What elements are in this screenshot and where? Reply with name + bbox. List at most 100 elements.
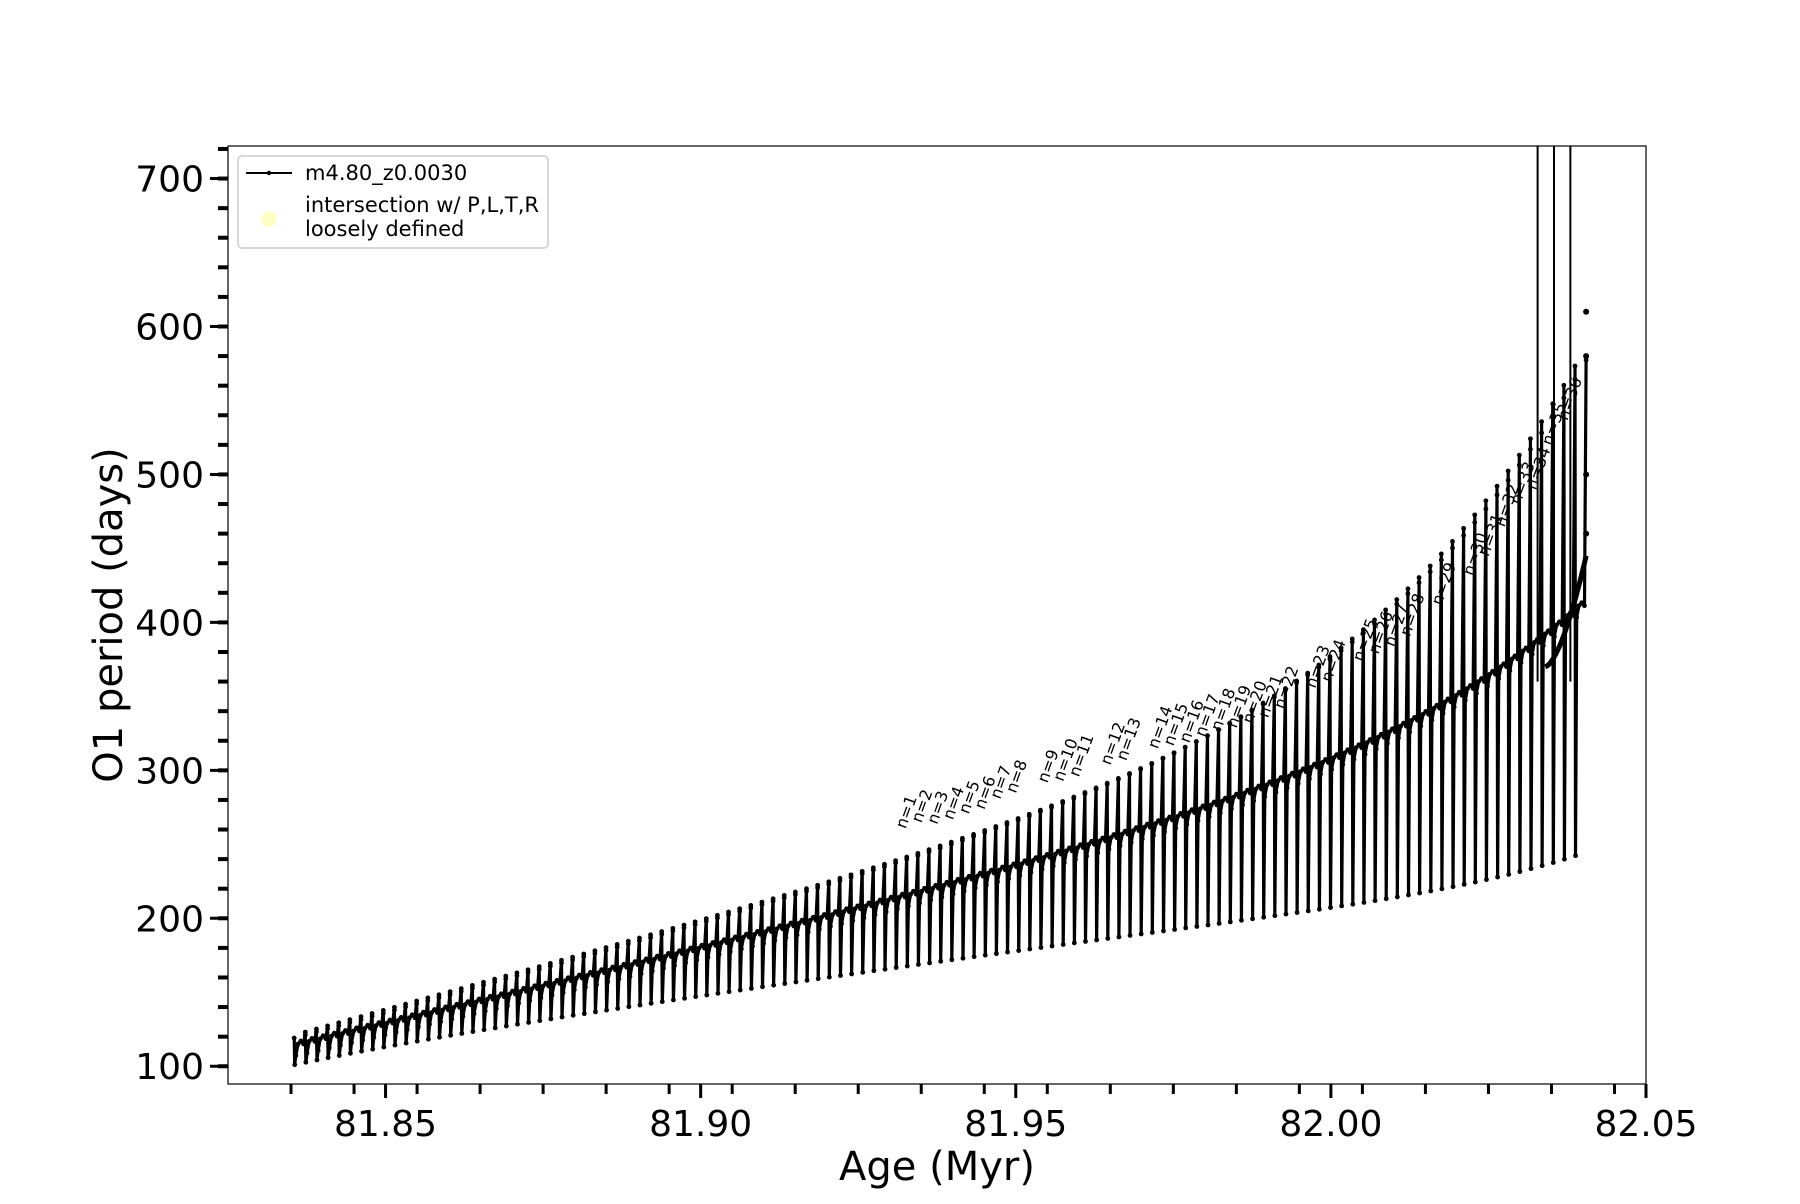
data-point [359,1048,364,1054]
data-point [538,995,544,1001]
data-point [1161,928,1166,934]
data-point [1227,919,1233,925]
data-point [1128,840,1134,845]
data-point [1426,711,1431,717]
data-point [471,1011,477,1017]
data-point [1073,857,1078,862]
data-point [492,979,498,985]
data-point [804,977,810,983]
data-point [1506,871,1512,877]
data-point [1383,611,1389,617]
x-tick-label: 82.00 [1279,1104,1382,1145]
data-point [345,1031,351,1036]
data-point [1461,881,1467,887]
data-point [481,982,486,988]
data-point [1539,863,1545,869]
legend-label: loosely defined [305,217,464,241]
data-point [1528,866,1534,872]
data-point [314,1057,320,1063]
data-point [469,985,475,991]
data-point [891,897,897,903]
final-point [1583,471,1590,478]
data-point [982,830,988,835]
data-point [423,1012,429,1018]
data-point [479,999,485,1005]
data-point [972,885,978,891]
data-point [816,926,822,932]
legend-label: m4.80_z0.0030 [305,161,467,186]
data-point [724,940,730,946]
data-point [1550,860,1556,865]
data-point [548,1016,554,1022]
data-point [559,960,564,966]
data-point [1392,729,1398,735]
data-point [1328,905,1333,910]
data-point [1483,506,1489,512]
x-axis-label: Age (Myr) [839,1144,1035,1190]
data-point [626,1004,632,1010]
data-point [1149,761,1155,767]
data-point [458,988,464,994]
y-tick-label: 200 [135,899,204,940]
data-point [1272,913,1278,919]
data-point [1384,741,1390,746]
data-point [1002,867,1008,873]
data-point [1440,711,1446,717]
legend-marker-dot [261,211,277,227]
data-point [1227,720,1233,726]
data-point [314,1029,319,1035]
data-point [1451,704,1457,710]
data-point [1472,879,1478,885]
data-point [682,995,687,1001]
data-point [1394,601,1400,607]
data-point [1359,745,1365,751]
data-point [848,874,854,880]
data-point [482,1008,488,1014]
data-point [659,999,665,1005]
data-point [536,966,542,972]
data-point [380,1010,386,1016]
data-point [334,1033,340,1039]
data-point [917,900,922,906]
data-point [1004,821,1010,827]
data-point [1373,746,1379,752]
data-point [894,906,900,912]
data-point [457,1004,462,1010]
data-point [826,974,832,980]
data-point [757,931,763,937]
data-point [404,1027,410,1033]
data-point [637,1002,643,1008]
data-point [1228,806,1234,812]
data-point [1151,833,1156,838]
data-point [1250,916,1255,922]
data-point [648,1000,654,1006]
data-point [1450,538,1455,544]
data-point [1582,603,1587,609]
data-point [1016,948,1022,953]
data-point [850,918,856,924]
data-point [1217,810,1223,816]
data-point [928,897,934,903]
series-line [292,360,1588,1067]
data-point [470,1029,476,1034]
data-point [1270,782,1276,788]
data-point [660,965,666,971]
data-point [1203,806,1209,812]
data-point [1127,771,1132,777]
data-point [1095,850,1101,856]
data-point [570,957,576,963]
data-point [1173,825,1179,831]
data-point [349,1040,354,1046]
data-point [915,853,921,858]
data-point [770,898,776,904]
data-point [492,1025,498,1031]
data-point [694,957,700,963]
data-point [1484,877,1489,882]
data-point [1518,660,1524,666]
data-point [481,1027,487,1033]
data-point [1259,786,1264,792]
data-point [904,963,910,969]
data-point [1236,794,1242,800]
data-point [438,1019,444,1025]
data-point [1329,767,1335,772]
